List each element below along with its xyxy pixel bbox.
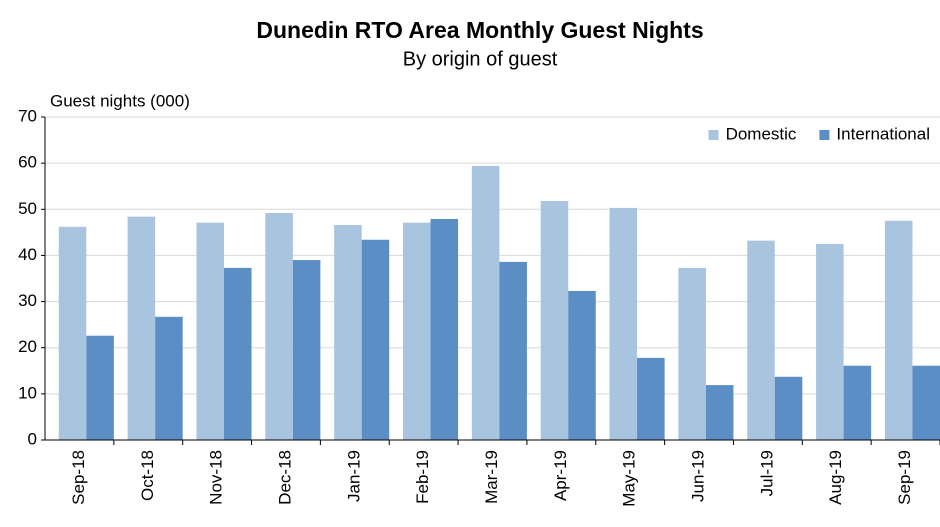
y-axis-label: Guest nights (000) [50,91,190,110]
bar [430,218,459,440]
x-tick-label: Apr-19 [551,450,570,501]
x-tick-label: Oct-18 [138,450,157,501]
legend-swatch [819,130,830,140]
x-tick-label: Jun-19 [689,450,708,502]
bar [265,212,293,440]
bar [816,243,844,440]
bar [499,261,527,440]
x-tick-label: Aug-19 [826,450,845,505]
bar [196,222,224,440]
x-tick-label: Mar-19 [482,450,501,504]
bar [471,165,500,440]
x-tick-label: May-19 [620,450,639,507]
y-tick-label: 30 [18,291,37,310]
bar [155,316,183,440]
bar [747,240,775,440]
y-tick-label: 70 [18,106,37,125]
y-tick-label: 10 [18,383,37,402]
bar [224,267,252,440]
bar [774,376,803,440]
bar [705,385,734,440]
bar [637,357,665,440]
bar [334,224,362,440]
bar [403,222,431,440]
legend-swatch [708,130,719,140]
x-tick-label: Jul-19 [757,450,776,496]
y-tick-label: 60 [18,153,37,172]
bar [912,365,940,440]
x-tick-label: Jan-19 [344,450,363,502]
bar [884,220,913,440]
bar [568,290,596,440]
bar [678,267,706,440]
bar [58,226,87,440]
bar [86,335,114,440]
bar [127,216,156,440]
x-tick-label: Nov-18 [207,450,226,505]
x-tick-label: Sep-18 [69,450,88,505]
y-tick-label: 0 [28,429,37,448]
bar [609,207,638,440]
y-tick-label: 50 [18,199,37,218]
legend-label: Domestic [726,124,797,143]
bar [843,365,872,440]
x-tick-label: Feb-19 [413,450,432,504]
bar [361,239,390,440]
chart-subtitle: By origin of guest [403,48,558,70]
y-tick-label: 20 [18,337,37,356]
bar [292,260,321,440]
legend-label: International [836,124,930,143]
x-tick-label: Dec-18 [275,450,294,505]
x-tick-label: Sep-19 [895,450,914,505]
bar [540,200,569,440]
y-tick-label: 40 [18,245,37,264]
chart-title: Dunedin RTO Area Monthly Guest Nights [256,17,703,43]
